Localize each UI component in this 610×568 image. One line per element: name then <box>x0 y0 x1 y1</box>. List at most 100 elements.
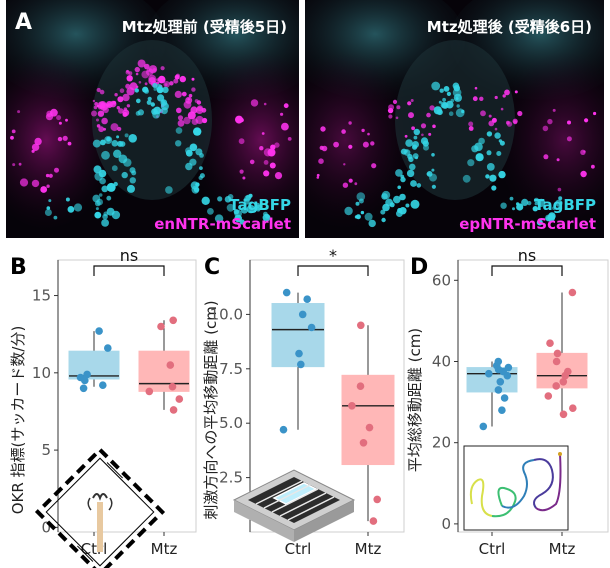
cell-dot <box>193 127 202 136</box>
cell-dot <box>380 209 386 215</box>
data-point <box>552 357 561 366</box>
cell-dot <box>46 184 50 188</box>
cell-dot <box>45 113 54 121</box>
micrograph-before-image <box>6 0 299 238</box>
cell-dot <box>96 118 99 122</box>
y-tick-label: 5 <box>41 441 51 459</box>
cell-dot <box>96 198 103 206</box>
cell-dot <box>129 82 138 91</box>
cell-dot <box>439 88 444 93</box>
cell-dot <box>316 173 320 177</box>
cell-dot <box>452 88 462 97</box>
cell-dot <box>409 163 416 171</box>
cell-dot <box>169 81 174 86</box>
cell-dot <box>18 162 22 166</box>
cell-dot <box>177 115 184 121</box>
data-point <box>498 406 506 414</box>
cell-dot <box>234 209 243 218</box>
data-point <box>485 369 493 378</box>
data-point <box>297 360 305 369</box>
data-point <box>279 425 288 434</box>
cell-dot <box>269 162 276 169</box>
cell-dot <box>348 144 353 149</box>
cell-dot <box>399 193 406 201</box>
cell-dot <box>144 82 148 86</box>
cell-dot <box>547 118 553 125</box>
cell-dot <box>536 219 543 226</box>
data-point <box>282 288 291 297</box>
cell-dot <box>370 141 375 146</box>
cell-dot <box>19 178 29 187</box>
data-point <box>298 310 307 319</box>
cell-dot <box>195 182 200 187</box>
cyan-cells <box>44 82 271 227</box>
cell-dot <box>443 86 450 92</box>
cell-dot <box>113 149 122 158</box>
cell-dot <box>362 141 369 148</box>
cell-dot <box>67 206 75 213</box>
y-tick-label: 10.0 <box>210 305 243 323</box>
cell-dot <box>392 99 398 104</box>
cell-dot <box>67 141 72 146</box>
cell-dot <box>431 153 435 157</box>
cell-dot <box>341 129 346 134</box>
cell-dot <box>413 128 420 136</box>
cell-dot <box>462 174 471 183</box>
cell-dot <box>100 139 106 146</box>
x-tick-label: Ctrl <box>81 540 108 558</box>
cell-dot <box>199 166 203 171</box>
cell-dot <box>62 135 68 141</box>
data-point <box>546 339 554 347</box>
chart-c-svg: C 刺激方向への平均移動距離 (cm) 2.5 5.0 7.5 10.0 Ctrl Mtz… <box>202 246 405 558</box>
cell-dot <box>97 101 106 109</box>
cell-dot <box>516 202 520 206</box>
data-point <box>504 363 513 372</box>
cell-dot <box>382 203 390 212</box>
panel-b-chart: B OKR 指標(サッカード数/分) 0 5 10 15 Ctrl Mtz ns <box>0 240 198 568</box>
cyan-cells <box>344 81 563 228</box>
cell-dot <box>118 108 124 114</box>
cell-dot <box>135 72 139 76</box>
significance-label: ns <box>120 246 138 265</box>
cell-dot <box>118 154 128 164</box>
cell-dot <box>356 192 366 201</box>
ylabel-d: 平均総移動距離 (cm) <box>406 328 424 472</box>
cell-dot <box>557 187 562 192</box>
cell-dot <box>17 110 21 114</box>
data-point <box>95 327 103 335</box>
data-point <box>369 517 378 525</box>
cell-dot <box>101 219 109 227</box>
cell-dot <box>556 158 560 162</box>
cell-dot <box>421 133 424 137</box>
cell-dot <box>147 96 152 101</box>
cell-dot <box>433 106 442 115</box>
data-point <box>104 344 112 352</box>
cell-dot <box>187 98 190 101</box>
cell-dot <box>34 137 42 146</box>
cell-dot <box>320 126 326 132</box>
cell-dot <box>137 59 146 68</box>
cell-dot <box>111 140 119 147</box>
cell-dot <box>40 186 48 193</box>
cell-dot <box>411 126 415 131</box>
cell-dot <box>123 107 128 111</box>
cell-dot <box>101 185 109 193</box>
significance-label: ns <box>518 246 536 265</box>
panel-c-letter: C <box>204 255 220 280</box>
box-mtz <box>138 350 190 392</box>
cell-dot <box>263 160 269 165</box>
cell-dot <box>517 110 523 117</box>
cell-dot <box>557 206 561 211</box>
cell-dot <box>53 215 58 220</box>
cell-dot <box>121 171 128 179</box>
cell-dot <box>56 115 62 121</box>
cell-dot <box>199 173 205 179</box>
cell-dot <box>31 179 40 188</box>
cell-dot <box>174 74 180 80</box>
cell-dot <box>400 174 405 179</box>
cell-dot <box>512 207 515 211</box>
y-tick-label: 2.5 <box>219 469 243 487</box>
micrograph-after-title: Mtz処理後 (受精後6日) <box>426 18 592 36</box>
cell-dot <box>455 108 465 118</box>
cell-dot <box>183 116 191 125</box>
